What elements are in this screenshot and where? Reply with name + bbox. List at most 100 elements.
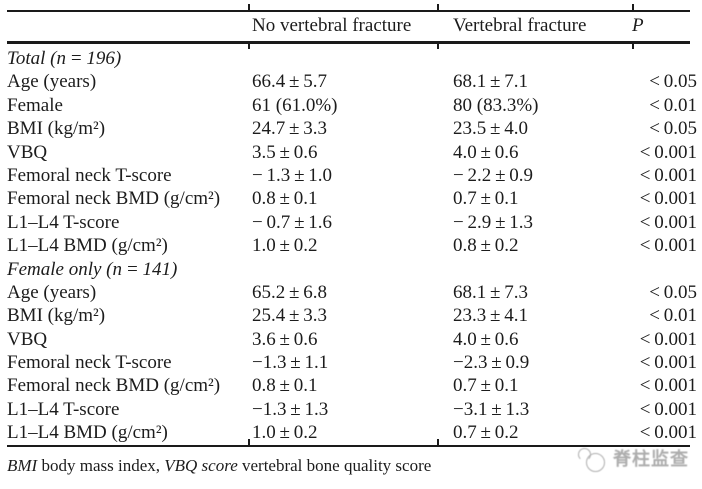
cell-no-fracture: 3.5 ± 0.6 (252, 141, 318, 163)
row-label: Total (n = 196) (7, 48, 122, 69)
table-rule-header-bottom (7, 41, 690, 44)
cell-p-value: < 0.01 (649, 94, 697, 116)
table-row: Age (years) 65.2 ± 6.8 68.1 ± 7.3 < 0.05 (0, 281, 702, 304)
header-p-value: P (632, 15, 644, 36)
column-tick (632, 4, 634, 11)
column-tick (248, 43, 250, 49)
footnote-segment: VBQ score (164, 456, 238, 475)
cell-no-fracture: 0.8 ± 0.1 (252, 188, 318, 210)
cell-p-value: < 0.001 (639, 188, 697, 210)
cell-no-fracture: 66.4 ± 5.7 (252, 71, 328, 93)
cell-no-fracture: 24.7 ± 3.3 (252, 118, 328, 140)
cell-p-value: < 0.001 (639, 398, 697, 420)
footnote-segment: BMI (7, 456, 38, 475)
table-row: Femoral neck T-score − 1.3 ± 1.0 − 2.2 ± 0… (0, 164, 702, 187)
row-label: BMI (kg/m²) (7, 118, 106, 140)
column-tick (437, 4, 439, 11)
cell-fracture: 68.1 ± 7.3 (453, 281, 529, 303)
table-row: Femoral neck BMD (g/cm²) 0.8 ± 0.1 0.7 ± 0… (0, 374, 702, 397)
table-row: L1–L4 BMD (g/cm²) 1.0 ± 0.2 0.8 ± 0.2 < 0.0… (0, 234, 702, 257)
row-label: Femoral neck BMD (g/cm²) (7, 188, 221, 210)
cell-fracture: 4.0 ± 0.6 (453, 141, 519, 163)
cell-fracture: 80 (83.3%) (453, 94, 539, 116)
cell-fracture: 68.1 ± 7.1 (453, 71, 529, 93)
cell-no-fracture: 0.8 ± 0.1 (252, 375, 318, 397)
row-label: VBQ (7, 328, 48, 350)
cell-p-value: < 0.05 (649, 281, 697, 303)
cell-p-value: < 0.001 (639, 352, 697, 374)
cell-p-value: < 0.01 (649, 305, 697, 327)
cell-fracture: 4.0 ± 0.6 (453, 328, 519, 350)
table-row: BMI (kg/m²) 25.4 ± 3.3 23.3 ± 4.1 < 0.01 (0, 304, 702, 327)
table-rule-top (7, 10, 690, 12)
row-label: Female only (n = 141) (7, 258, 178, 280)
table-row: BMI (kg/m²) 24.7 ± 3.3 23.5 ± 4.0 < 0.05 (0, 117, 702, 140)
cell-fracture: − 2.2 ± 0.9 (453, 164, 534, 186)
cell-p-value: < 0.001 (639, 328, 697, 350)
cell-fracture: −2.3 ± 0.9 (453, 352, 530, 374)
cell-no-fracture: 1.0 ± 0.2 (252, 422, 318, 444)
row-label: L1–L4 T-score (7, 211, 120, 233)
row-label: L1–L4 BMD (g/cm²) (7, 422, 168, 444)
table-row: VBQ 3.6 ± 0.6 4.0 ± 0.6 < 0.001 (0, 328, 702, 351)
column-tick (248, 4, 250, 11)
table-row: L1–L4 T-score − 0.7 ± 1.6 − 2.9 ± 1.3 < 0.0… (0, 211, 702, 234)
cell-fracture: 0.7 ± 0.1 (453, 188, 519, 210)
row-label: Age (years) (7, 71, 97, 93)
table-row: Femoral neck BMD (g/cm²) 0.8 ± 0.1 0.7 ± 0… (0, 187, 702, 210)
cell-fracture: 0.7 ± 0.1 (453, 375, 519, 397)
table-row: Femoral neck T-score −1.3 ± 1.1 −2.3 ± 0.9… (0, 351, 702, 374)
column-tick (632, 43, 634, 49)
cell-p-value: < 0.05 (649, 118, 697, 140)
cell-fracture: − 2.9 ± 1.3 (453, 211, 534, 233)
cell-no-fracture: 25.4 ± 3.3 (252, 305, 328, 327)
table-body: Total (n = 196) Age (years) 66.4 ± 5.7 68.1… (0, 47, 702, 445)
table-row: L1–L4 T-score −1.3 ± 1.3 −3.1 ± 1.3 < 0.001 (0, 398, 702, 421)
cell-fracture: 23.3 ± 4.1 (453, 305, 529, 327)
cell-p-value: < 0.001 (639, 141, 697, 163)
cell-fracture: 23.5 ± 4.0 (453, 118, 529, 140)
cell-fracture: −3.1 ± 1.3 (453, 398, 530, 420)
row-label: L1–L4 T-score (7, 398, 120, 420)
table-section-row: Female only (n = 141) (0, 258, 702, 281)
header-vertebral-fracture: Vertebral fracture (453, 15, 587, 36)
table-header-row: No vertebral fracture Vertebral fracture… (0, 13, 702, 39)
table-footnote: BMI body mass index, VBQ score vertebral… (7, 456, 657, 476)
row-label: Femoral neck T-score (7, 164, 172, 186)
table-row: L1–L4 BMD (g/cm²) 1.0 ± 0.2 0.7 ± 0.2 < 0.0… (0, 421, 702, 444)
column-tick (248, 438, 250, 446)
header-no-vertebral-fracture: No vertebral fracture (252, 15, 412, 36)
table-row: Female 61 (61.0%) 80 (83.3%) < 0.01 (0, 94, 702, 117)
cell-p-value: < 0.001 (639, 422, 697, 444)
cell-no-fracture: 61 (61.0%) (252, 94, 338, 116)
row-label: BMI (kg/m²) (7, 305, 106, 327)
cell-no-fracture: − 1.3 ± 1.0 (252, 164, 333, 186)
cell-no-fracture: −1.3 ± 1.1 (252, 352, 329, 374)
column-tick (437, 43, 439, 49)
row-label: Femoral neck BMD (g/cm²) (7, 375, 221, 397)
cell-no-fracture: 3.6 ± 0.6 (252, 328, 318, 350)
cell-p-value: < 0.001 (639, 235, 697, 257)
cell-no-fracture: 1.0 ± 0.2 (252, 235, 318, 257)
cell-no-fracture: − 0.7 ± 1.6 (252, 211, 333, 233)
table-row: Age (years) 66.4 ± 5.7 68.1 ± 7.1 < 0.05 (0, 70, 702, 93)
row-label: L1–L4 BMD (g/cm²) (7, 235, 168, 257)
cell-p-value: < 0.001 (639, 375, 697, 397)
table-row: VBQ 3.5 ± 0.6 4.0 ± 0.6 < 0.001 (0, 141, 702, 164)
table-section-row: Total (n = 196) (0, 47, 702, 70)
footnote-segment: body mass index, (37, 456, 165, 475)
row-label: Age (years) (7, 281, 97, 303)
cell-no-fracture: 65.2 ± 6.8 (252, 281, 328, 303)
cell-fracture: 0.7 ± 0.2 (453, 422, 519, 444)
row-label: VBQ (7, 141, 48, 163)
cell-p-value: < 0.001 (639, 164, 697, 186)
row-label: Femoral neck T-score (7, 352, 172, 374)
footnote-segment: vertebral bone quality score (237, 456, 432, 475)
cell-p-value: < 0.001 (639, 211, 697, 233)
cell-p-value: < 0.05 (649, 71, 697, 93)
cell-no-fracture: −1.3 ± 1.3 (252, 398, 329, 420)
row-label: Female (7, 94, 63, 116)
cell-fracture: 0.8 ± 0.2 (453, 235, 519, 257)
column-tick (437, 438, 439, 446)
